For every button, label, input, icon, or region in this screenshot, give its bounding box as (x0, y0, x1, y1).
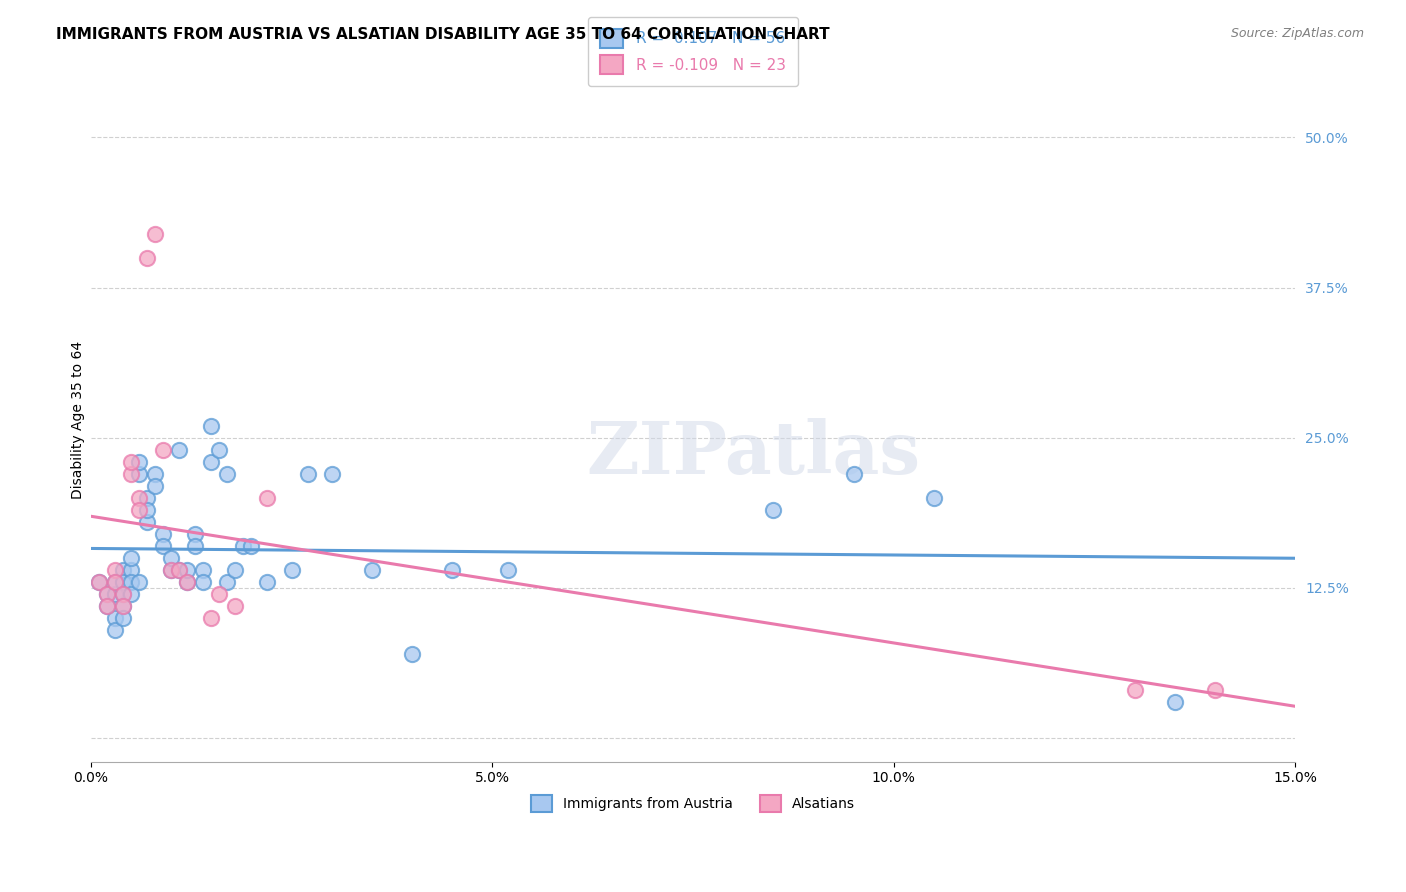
Point (152, 539, 174, 553)
Point (96, 599, 118, 613)
Point (104, 574, 127, 589)
Text: ZIPatlas: ZIPatlas (586, 418, 921, 490)
Point (96, 587, 118, 601)
Point (143, 227, 166, 241)
Point (111, 574, 134, 589)
Point (217, 467, 239, 481)
Point (111, 563, 134, 577)
Point (143, 478, 166, 492)
Point (762, 502, 785, 516)
Point (842, 467, 865, 481)
Point (128, 502, 150, 516)
Point (200, 418, 222, 433)
Point (1164, 695, 1187, 709)
Point (256, 574, 278, 589)
Point (280, 563, 302, 577)
Point (87, 574, 110, 589)
Point (104, 587, 127, 601)
Point (152, 526, 174, 541)
Point (143, 467, 166, 481)
Point (120, 574, 142, 589)
Point (256, 491, 278, 505)
Point (441, 563, 464, 577)
Point (217, 574, 239, 589)
Point (120, 467, 142, 481)
Point (128, 574, 150, 589)
Point (232, 539, 254, 553)
Point (200, 454, 222, 468)
Point (922, 491, 945, 505)
Point (167, 563, 190, 577)
Point (136, 502, 159, 516)
Point (200, 610, 222, 624)
Point (87, 574, 110, 589)
Point (240, 539, 263, 553)
Point (193, 574, 215, 589)
Point (128, 454, 150, 468)
Point (160, 550, 183, 565)
Point (1123, 682, 1146, 697)
Point (120, 587, 142, 601)
Point (111, 599, 134, 613)
Point (401, 647, 423, 661)
Point (111, 599, 134, 613)
Point (104, 610, 127, 624)
Point (193, 563, 215, 577)
Point (128, 467, 150, 481)
Point (1204, 682, 1226, 697)
Point (96, 599, 118, 613)
Point (224, 563, 246, 577)
Point (297, 467, 319, 481)
Point (224, 599, 246, 613)
Point (176, 563, 198, 577)
Point (136, 515, 159, 529)
Y-axis label: Disability Age 35 to 64: Disability Age 35 to 64 (72, 341, 86, 499)
Point (111, 587, 134, 601)
Point (104, 563, 127, 577)
Point (136, 491, 159, 505)
Point (111, 587, 134, 601)
Point (360, 563, 382, 577)
Point (160, 563, 183, 577)
Point (176, 574, 198, 589)
Point (167, 563, 190, 577)
Point (136, 251, 159, 265)
Point (184, 526, 207, 541)
Point (104, 623, 127, 637)
Point (120, 563, 142, 577)
Point (96, 587, 118, 601)
Text: IMMIGRANTS FROM AUSTRIA VS ALSATIAN DISABILITY AGE 35 TO 64 CORRELATION CHART: IMMIGRANTS FROM AUSTRIA VS ALSATIAN DISA… (56, 27, 830, 42)
Point (208, 587, 231, 601)
Point (120, 454, 142, 468)
Point (321, 467, 343, 481)
Point (498, 563, 520, 577)
Text: Source: ZipAtlas.com: Source: ZipAtlas.com (1230, 27, 1364, 40)
Point (160, 563, 183, 577)
Point (104, 574, 127, 589)
Point (152, 442, 174, 457)
Point (128, 491, 150, 505)
Point (167, 442, 190, 457)
Legend: Immigrants from Austria, Alsatians: Immigrants from Austria, Alsatians (520, 784, 866, 823)
Point (111, 610, 134, 624)
Point (184, 539, 207, 553)
Point (208, 442, 231, 457)
Point (176, 574, 198, 589)
Point (120, 550, 142, 565)
